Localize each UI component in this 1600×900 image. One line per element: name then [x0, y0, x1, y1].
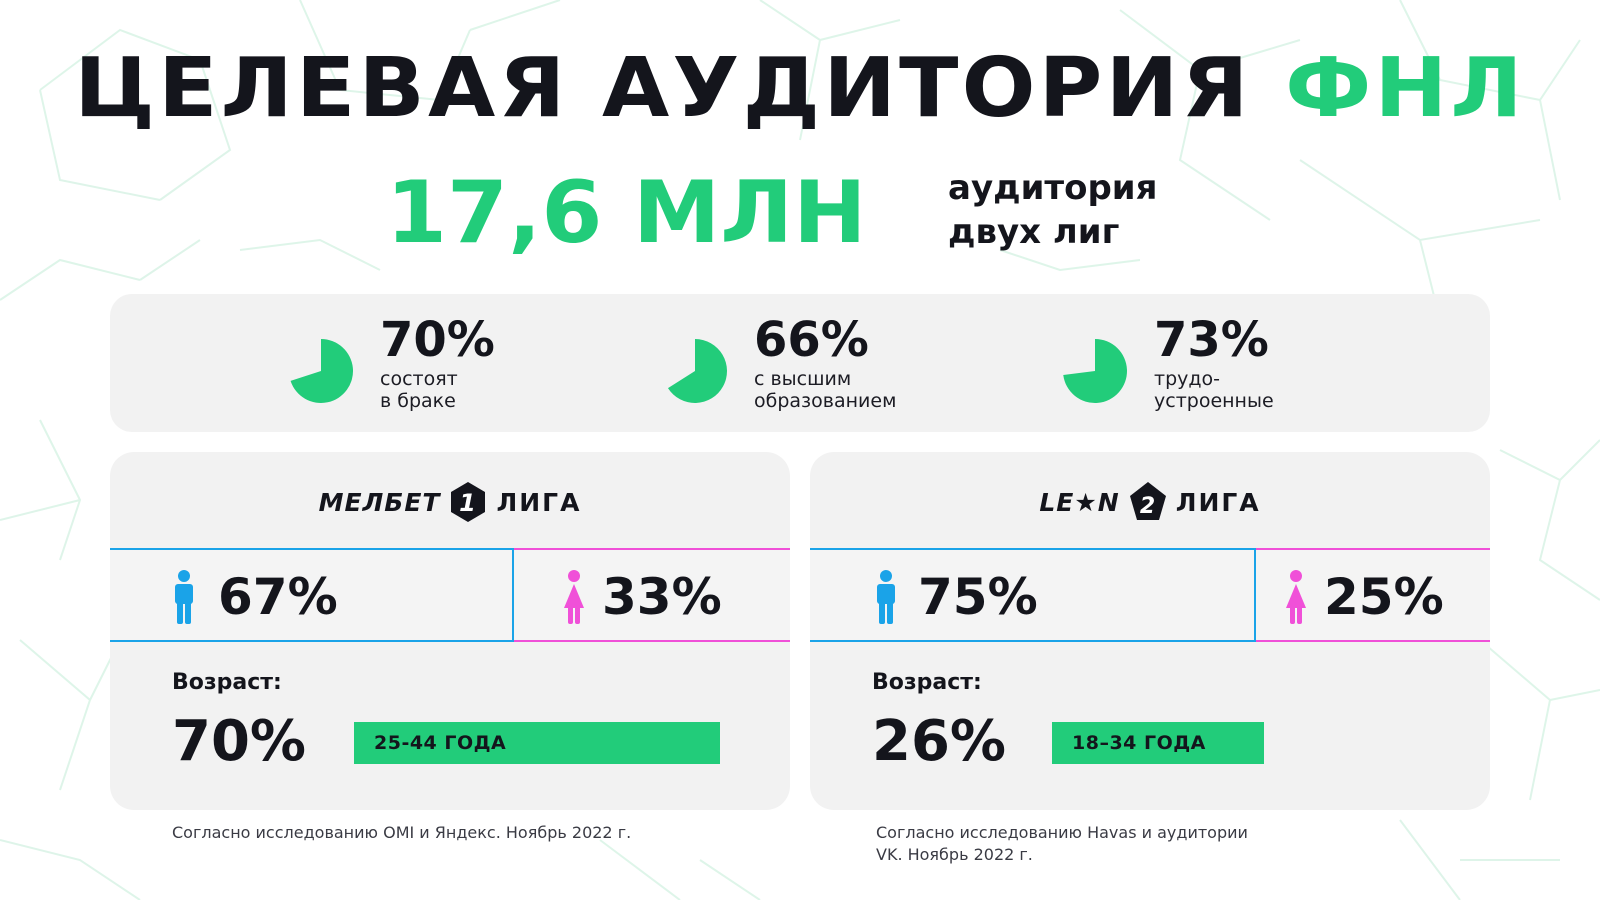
stat-label-line2: устроенные — [1154, 390, 1274, 412]
hero-caption-line1: аудитория — [948, 168, 1158, 208]
age-label: Возраст: — [872, 670, 982, 695]
title-main-text: ЦЕЛЕВАЯ АУДИТОРИЯ — [74, 41, 1252, 136]
pie-slice — [1063, 339, 1127, 403]
title-accent-text: ФНЛ — [1285, 41, 1526, 136]
age-label: Возраст: — [172, 670, 282, 695]
league-number-badge-icon: 1 — [451, 482, 486, 522]
stat-label-line2: образованием — [754, 390, 897, 412]
female-percent: 25% — [1324, 568, 1444, 626]
league-logo: МЕЛБЕТ 1 ЛИГА — [110, 474, 790, 530]
main-title: ЦЕЛЕВАЯ АУДИТОРИЯ ФНЛ — [0, 48, 1600, 130]
age-range-bar: 18–34 ГОДА — [1052, 722, 1264, 764]
age-range-text: 25-44 ГОДА — [374, 732, 507, 754]
league-card-first-league: МЕЛБЕТ 1 ЛИГА 67% — [110, 452, 790, 810]
male-percent: 75% — [918, 568, 1038, 626]
male-person-icon — [877, 570, 895, 624]
sponsor-name: LE★N — [1039, 487, 1120, 517]
league-logo: LE★N 2 ЛИГА — [810, 474, 1490, 530]
female-share-cell: 33% — [514, 548, 790, 642]
age-percent: 70% — [172, 709, 307, 774]
hero-caption-line2: двух лиг — [948, 212, 1120, 252]
female-share-cell: 25% — [1256, 548, 1490, 642]
male-share-cell: 75% — [810, 548, 1256, 642]
stat-label: состоят в браке — [380, 368, 458, 412]
gender-row: 75% 25% — [810, 548, 1490, 642]
liga-word: ЛИГА — [1175, 487, 1261, 517]
stat-label-line1: с высшим — [754, 368, 852, 390]
hero-audience-number: 17,6 МЛН — [386, 163, 867, 263]
stat-value: 73% — [1154, 312, 1269, 368]
pie-slice — [667, 339, 727, 403]
footnote-second-league: Согласно исследованию Havas и аудитории … — [876, 822, 1306, 866]
footnote-first-league: Согласно исследованию OMI и Яндекс. Нояб… — [172, 823, 632, 842]
age-range-text: 18–34 ГОДА — [1072, 732, 1206, 754]
age-percent: 26% — [872, 709, 1007, 774]
hero-caption: аудитория двух лиг — [948, 166, 1157, 254]
female-person-icon — [564, 570, 584, 624]
league-number: 1 — [460, 489, 478, 517]
pie-chart-icon — [1063, 339, 1127, 403]
stat-label-line1: состоят — [380, 368, 458, 390]
league-number: 2 — [1140, 494, 1156, 519]
female-percent: 33% — [602, 568, 722, 626]
stat-value: 66% — [754, 312, 869, 368]
stat-value: 70% — [380, 312, 495, 368]
pie-chart-icon — [667, 339, 727, 403]
pie-chart-icon — [290, 339, 354, 403]
male-person-icon — [175, 570, 193, 624]
stat-label: с высшим образованием — [754, 368, 896, 412]
stat-label: трудо- устроенные — [1154, 368, 1274, 412]
female-person-icon — [1286, 570, 1306, 624]
age-range-bar: 25-44 ГОДА — [354, 722, 720, 764]
league-card-second-league: LE★N 2 ЛИГА 75% — [810, 452, 1490, 810]
pie-slice — [290, 339, 354, 403]
footnote-line1: Согласно исследованию Havas и аудитории — [876, 823, 1248, 842]
stat-label-line2: в браке — [380, 390, 456, 412]
male-share-cell: 67% — [110, 548, 514, 642]
male-percent: 67% — [218, 568, 338, 626]
stats-panel: 70% состоят в браке 66% с высшим образов… — [110, 294, 1490, 432]
gender-row: 67% 33% — [110, 548, 790, 642]
league-number-badge-icon: 2 — [1129, 482, 1166, 520]
sponsor-name: МЕЛБЕТ — [318, 487, 441, 517]
liga-word: ЛИГА — [496, 487, 582, 517]
footnote-line2: VK. Ноябрь 2022 г. — [876, 845, 1033, 864]
stat-label-line1: трудо- — [1154, 368, 1220, 390]
